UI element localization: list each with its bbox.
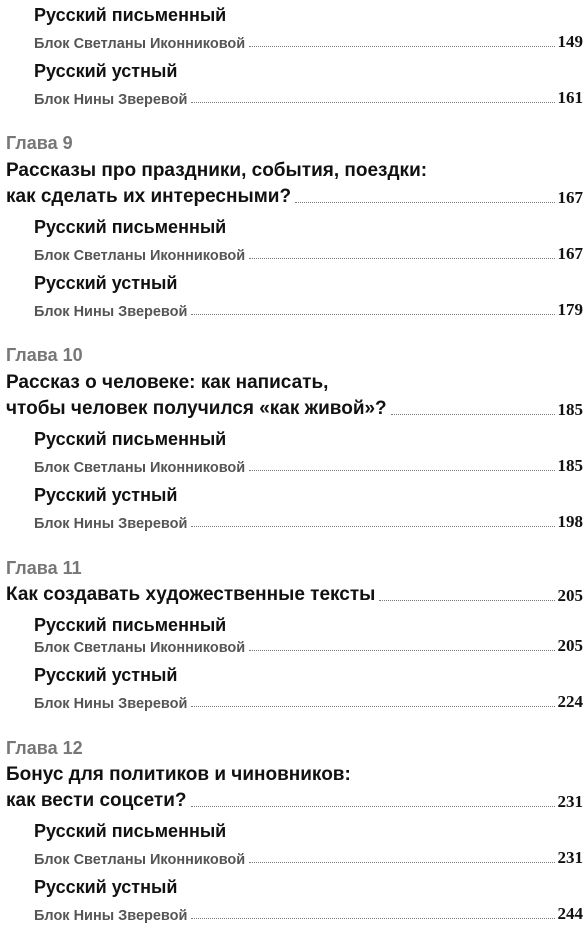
page-number: 231	[557, 848, 584, 867]
dot-leader	[249, 470, 555, 471]
section-title-text: Русский устный	[34, 61, 178, 81]
section-title-text: Русский устный	[34, 273, 178, 293]
dot-leader	[249, 258, 555, 259]
section-title: Русский письменный	[34, 2, 585, 26]
chapter-title-text: Рассказы про праздники, события, поездки…	[6, 160, 428, 181]
toc-entry[interactable]: Блок Светланы Иконниковой 149	[34, 30, 583, 52]
chapter-label: Глава 12	[6, 735, 585, 759]
toc-entry-text: Блок Светланы Иконниковой	[34, 248, 246, 264]
chapter-title-line[interactable]: как вести соцсети? 231	[6, 786, 583, 812]
dot-leader	[379, 600, 555, 601]
page-number: 149	[557, 32, 584, 51]
page-number: 205	[557, 636, 584, 655]
dot-leader	[191, 918, 555, 919]
chapter-title-line[interactable]: как сделать их интересными? 167	[6, 182, 583, 208]
toc-entry[interactable]: Блок Нины Зверевой 179	[34, 298, 583, 320]
dot-leader	[390, 414, 555, 415]
section-title-text: Русский письменный	[34, 5, 227, 25]
dot-leader	[249, 650, 555, 651]
page-number: 185	[557, 456, 584, 475]
dot-leader	[191, 706, 555, 707]
chapter-label: Глава 10	[6, 342, 585, 366]
dot-leader	[191, 526, 555, 527]
toc-entry[interactable]: Блок Светланы Иконниковой 185	[34, 454, 583, 476]
toc-entry-text: Блок Нины Зверевой	[34, 696, 188, 712]
section-title: Русский письменный	[34, 214, 585, 238]
chapter-label-text: Глава 12	[6, 738, 83, 758]
toc-entry[interactable]: Блок Светланы Иконниковой 205	[34, 634, 583, 656]
dot-leader	[249, 46, 555, 47]
section-title: Русский устный	[34, 874, 585, 898]
toc-entry[interactable]: Блок Нины Зверевой 161	[34, 86, 583, 108]
toc-entry[interactable]: Блок Нины Зверевой 244	[34, 902, 583, 924]
dot-leader	[295, 202, 555, 203]
section-title-text: Русский устный	[34, 665, 178, 685]
dot-leader	[249, 862, 555, 863]
chapter-title-text: чтобы человек получился «как живой»?	[6, 398, 387, 419]
toc-entry-text: Блок Нины Зверевой	[34, 516, 188, 532]
chapter-title-line: Рассказы про праздники, события, поездки…	[6, 156, 583, 182]
chapter-title-text: как вести соцсети?	[6, 790, 187, 811]
section-title: Русский письменный	[34, 426, 585, 450]
section-title: Русский устный	[34, 662, 585, 686]
page-number: 179	[557, 300, 584, 319]
dot-leader	[190, 806, 555, 807]
toc-entry[interactable]: Блок Светланы Иконниковой 231	[34, 846, 583, 868]
section-title-text: Русский устный	[34, 877, 178, 897]
section-title: Русский письменный	[34, 818, 585, 842]
section-title-text: Русский письменный	[34, 217, 227, 237]
chapter-title-text: Как создавать художественные тексты	[6, 584, 376, 605]
page-number: 205	[557, 586, 584, 605]
toc-entry-text: Блок Нины Зверевой	[34, 304, 188, 320]
page-number: 167	[557, 244, 584, 263]
section-title-text: Русский письменный	[34, 615, 227, 635]
chapter-title-text: Бонус для политиков и чиновников:	[6, 764, 351, 785]
toc-entry-text: Блок Светланы Иконниковой	[34, 460, 246, 476]
page-number: 198	[557, 512, 584, 531]
page-number: 231	[557, 792, 584, 811]
chapter-label: Глава 9	[6, 130, 585, 154]
toc-entry-text: Блок Светланы Иконниковой	[34, 36, 246, 52]
toc-entry[interactable]: Блок Светланы Иконниковой 167	[34, 242, 583, 264]
chapter-title-line: Бонус для политиков и чиновников:	[6, 760, 583, 786]
page-number: 167	[557, 188, 584, 207]
toc-entry-text: Блок Нины Зверевой	[34, 908, 188, 924]
section-title-text: Русский письменный	[34, 821, 227, 841]
section-title: Русский устный	[34, 58, 585, 82]
section-title-text: Русский устный	[34, 485, 178, 505]
chapter-title-line[interactable]: чтобы человек получился «как живой»? 185	[6, 394, 583, 420]
page-number: 224	[557, 692, 584, 711]
toc-entry-text: Блок Светланы Иконниковой	[34, 640, 246, 656]
toc-entry-text: Блок Нины Зверевой	[34, 92, 188, 108]
chapter-label: Глава 11	[6, 555, 585, 579]
section-title-text: Русский письменный	[34, 429, 227, 449]
chapter-title-line: Рассказ о человеке: как написать,	[6, 368, 583, 394]
dot-leader	[191, 314, 555, 315]
toc-entry-text: Блок Светланы Иконниковой	[34, 852, 246, 868]
section-title: Русский письменный	[34, 612, 585, 636]
toc-entry[interactable]: Блок Нины Зверевой 198	[34, 510, 583, 532]
chapter-title-text: Рассказ о человеке: как написать,	[6, 372, 329, 393]
chapter-title-line[interactable]: Как создавать художественные тексты 205	[6, 580, 583, 606]
chapter-label-text: Глава 9	[6, 133, 73, 153]
chapter-label-text: Глава 11	[6, 558, 82, 578]
chapter-label-text: Глава 10	[6, 345, 83, 365]
section-title: Русский устный	[34, 482, 585, 506]
chapter-title-text: как сделать их интересными?	[6, 186, 292, 207]
page-number: 185	[557, 400, 584, 419]
dot-leader	[191, 102, 555, 103]
toc-entry[interactable]: Блок Нины Зверевой 224	[34, 690, 583, 712]
page-number: 161	[557, 88, 584, 107]
page-number: 244	[557, 904, 584, 923]
section-title: Русский устный	[34, 270, 585, 294]
